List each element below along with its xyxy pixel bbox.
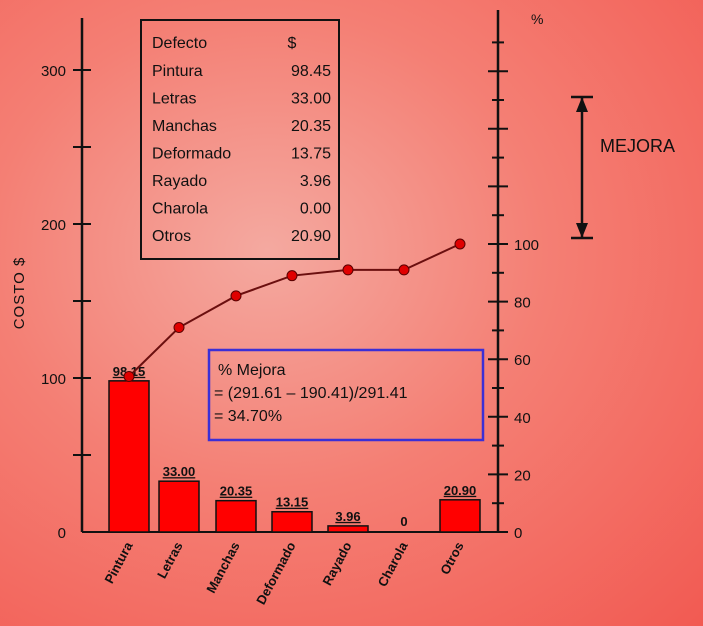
mejora-arrow bbox=[571, 95, 593, 240]
bar bbox=[327, 525, 369, 533]
table-cost: 3.96 bbox=[300, 173, 331, 190]
cumulative-point bbox=[342, 264, 354, 276]
bar-value-label: 33.00 bbox=[163, 464, 196, 479]
table-cost: 0.00 bbox=[300, 201, 331, 218]
cumulative-point bbox=[286, 270, 298, 282]
x-labels: Pintura Letras Manchas Deformado Rayado Charo… bbox=[101, 539, 466, 607]
right-tick-label: 80 bbox=[514, 295, 531, 312]
category-label: Letras bbox=[154, 539, 186, 581]
bar bbox=[215, 499, 257, 533]
category-label: Pintura bbox=[101, 539, 136, 586]
defect-table: Defecto $ Pintura 98.45 Letras 33.00 Manchas… bbox=[140, 19, 340, 260]
left-tick-label: 100 bbox=[41, 371, 66, 388]
category-label: Charola bbox=[375, 539, 411, 589]
table-cost: 20.90 bbox=[291, 228, 331, 245]
bar bbox=[271, 510, 313, 533]
table-rows: Pintura 98.45 Letras 33.00 Manchas 20.35 Defor… bbox=[152, 63, 331, 245]
category-label: Rayado bbox=[319, 539, 354, 588]
cumulative-point bbox=[123, 370, 135, 382]
table-defect: Manchas bbox=[152, 118, 217, 135]
cumulative-point bbox=[173, 322, 185, 334]
cumulative-point bbox=[230, 290, 242, 302]
table-cost: 20.35 bbox=[291, 118, 331, 135]
improvement-line-1: % Mejora bbox=[218, 362, 286, 379]
improvement-line-3: = 34.70% bbox=[214, 408, 282, 425]
table-defect: Letras bbox=[152, 91, 196, 108]
y-axis-label: COSTO $ bbox=[11, 257, 28, 330]
left-tick-label: 200 bbox=[41, 217, 66, 234]
left-tick-label: 300 bbox=[41, 63, 66, 80]
table-header-defect: Defecto bbox=[152, 35, 207, 52]
table-defect: Otros bbox=[152, 228, 191, 245]
y2-axis-label: % bbox=[531, 11, 543, 27]
table-header-cost: $ bbox=[288, 35, 297, 52]
bar bbox=[158, 480, 200, 533]
bar bbox=[439, 499, 481, 533]
right-tick-label: 40 bbox=[514, 410, 531, 427]
cumulative-polyline bbox=[128, 243, 461, 378]
table-defect: Pintura bbox=[152, 63, 203, 80]
table-cost: 98.45 bbox=[291, 63, 331, 80]
bar bbox=[108, 380, 150, 533]
left-ticks: 0 100 200 300 bbox=[41, 63, 91, 542]
right-tick-label: 0 bbox=[514, 525, 522, 542]
bar-value-label: 20.90 bbox=[444, 483, 477, 498]
mejora-label: MEJORA bbox=[600, 136, 675, 156]
table-defect: Charola bbox=[152, 201, 208, 218]
left-tick-label: 0 bbox=[58, 525, 66, 542]
bar-value-label: 13.15 bbox=[276, 495, 309, 510]
cumulative-point bbox=[398, 264, 410, 276]
category-label: Otros bbox=[437, 539, 467, 577]
table-cost: 33.00 bbox=[291, 91, 331, 108]
category-label: Manchas bbox=[203, 539, 242, 595]
improvement-line-2: = (291.61 – 190.41)/291.41 bbox=[214, 385, 408, 402]
right-tick-label: 100 bbox=[514, 237, 539, 254]
bar-value-label: 20.35 bbox=[220, 484, 253, 499]
table-defect: Rayado bbox=[152, 173, 207, 190]
cumulative-point bbox=[454, 238, 466, 250]
table-cost: 13.75 bbox=[291, 146, 331, 163]
cumulative-line bbox=[123, 238, 466, 382]
improvement-box: % Mejora = (291.61 – 190.41)/291.41 = 34… bbox=[207, 348, 485, 442]
category-label: Deformado bbox=[253, 539, 298, 607]
table-defect: Deformado bbox=[152, 146, 231, 163]
right-tick-label: 60 bbox=[514, 352, 531, 369]
bars bbox=[108, 380, 481, 533]
right-ticks: 0 20 40 60 80 100 bbox=[488, 41, 539, 542]
bar-value-label: 0 bbox=[400, 514, 407, 529]
right-tick-label: 20 bbox=[514, 467, 531, 484]
bar-value-label: 3.96 bbox=[335, 509, 360, 524]
